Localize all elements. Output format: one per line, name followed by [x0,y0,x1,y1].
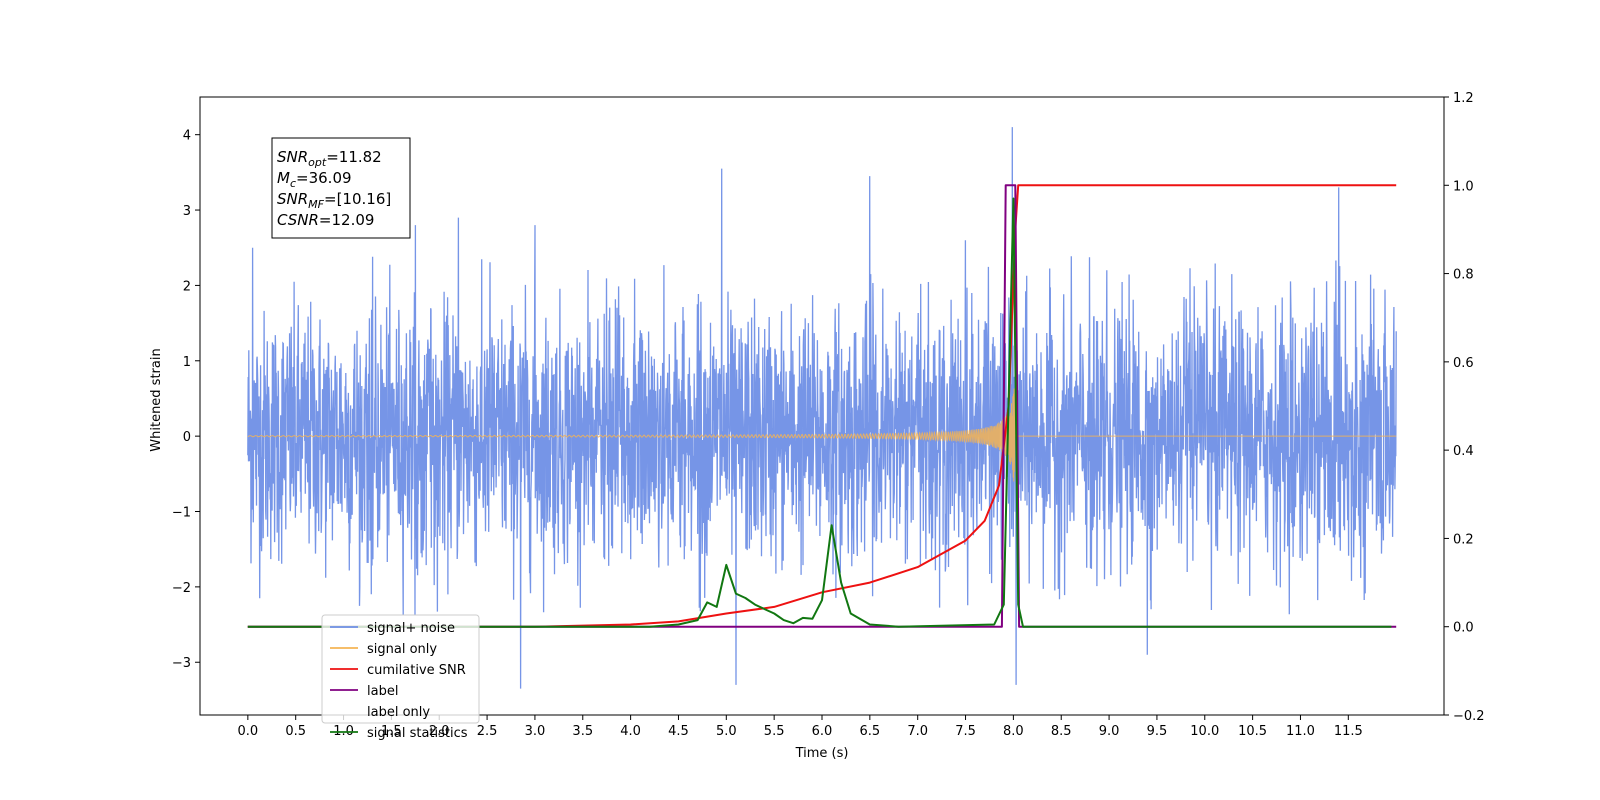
x-tick-label: 9.0 [1099,724,1120,739]
axes: 0.0 0.5 1.0 1.5 2.0 2.5 3.0 3.5 4.0 4.5 5.0 5.5 6.0 6… [172,91,1485,739]
x-tick-label: 2.5 [477,724,498,739]
x-tick-label: 2.0 [429,724,450,739]
x-tick-label: 4.0 [620,724,641,739]
y-left-tick-label: 3 [183,204,191,219]
y-left-tick-label: 4 [183,129,191,144]
x-tick-label: 5.5 [764,724,785,739]
x-tick-label: 7.0 [907,724,928,739]
x-tick-label: 11.0 [1286,724,1315,739]
x-tick-label: 8.0 [1003,724,1024,739]
x-tick-label: 10.0 [1190,724,1219,739]
y-right-tick-label: 0.2 [1453,532,1474,547]
series-signal-only-line [247,388,1397,482]
x-tick-label: 3.0 [525,724,546,739]
y-left-tick-label: −3 [172,656,191,671]
x-tick-label: 6.0 [812,724,833,739]
legend: signal+ noise signal only cumilative SNR la… [321,614,480,741]
legend-label: signal statistics [367,726,468,741]
y-right-tick-label: 0.0 [1453,621,1474,636]
info-box-frame [271,137,411,239]
y-left-tick-label: −1 [172,506,191,521]
series-signal-noise-line [247,127,1397,689]
legend-label: cumilative SNR [367,663,466,678]
info-box: SNRopt=11.82Mc=36.09SNRMF=[10.16]CSNR=12… [271,137,411,239]
y-right-tick-label: 1.2 [1453,91,1474,106]
y-left-tick-label: 2 [183,279,191,294]
x-tick-label: 0.0 [238,724,259,739]
info-box-line: SNRopt=11.82 [277,148,382,169]
x-tick-label: 7.5 [955,724,976,739]
x-tick-label: 0.5 [285,724,306,739]
info-box-line: CSNR=12.09 [277,211,374,229]
legend-label: signal only [367,642,437,657]
x-tick-label: 3.5 [572,724,593,739]
x-axis-label: Time (s) [795,746,849,761]
legend-label: signal+ noise [367,621,455,636]
series-signal-statistics-line [247,197,1392,628]
y-axis-label-left: Whitened strain [149,348,164,451]
y-right-tick-label: −0.2 [1453,709,1485,724]
info-box-line: Mc=36.09 [277,169,352,190]
x-tick-label: 11.5 [1334,724,1363,739]
y-left-tick-label: −2 [172,581,191,596]
info-box-line: SNRMF=[10.16] [277,190,391,211]
x-tick-label: 9.5 [1147,724,1168,739]
legend-frame [321,614,480,724]
x-tick-label: 8.5 [1051,724,1072,739]
x-tick-label: 4.5 [668,724,689,739]
series-cumulative-snr-line [247,184,1397,628]
y-right-tick-label: 0.4 [1453,444,1474,459]
y-left-tick-label: 1 [183,355,191,370]
y-right-tick-label: 1.0 [1453,179,1474,194]
plot-area [247,127,1397,689]
legend-label: label only [367,705,430,720]
y-right-tick-label: 0.8 [1453,268,1474,283]
y-left-tick-label: 0 [183,430,191,445]
x-tick-label: 1.5 [381,724,402,739]
legend-label: label [367,684,398,699]
x-tick-label: 5.0 [716,724,737,739]
x-tick-label: 6.5 [860,724,881,739]
x-tick-label: 10.5 [1238,724,1267,739]
y-right-tick-label: 0.6 [1453,356,1474,371]
